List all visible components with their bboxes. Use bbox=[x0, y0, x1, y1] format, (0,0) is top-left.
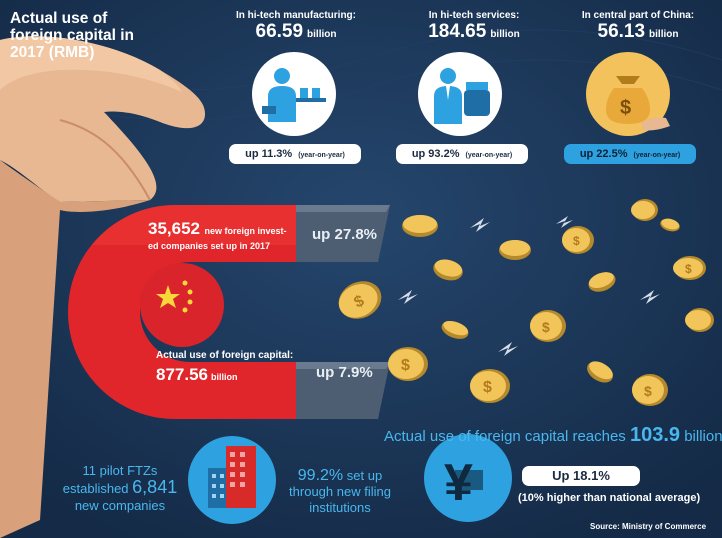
reach-line: Actual use of foreign capital reaches 10… bbox=[384, 424, 722, 447]
spark-icons bbox=[398, 216, 660, 356]
reach-value: 103.9 bbox=[629, 424, 681, 446]
stat-unit: billion bbox=[490, 29, 520, 40]
stat-label: In hi-tech manufacturing: bbox=[236, 10, 356, 21]
companies-change: up 27.8% bbox=[312, 226, 378, 243]
stat-unit: billion bbox=[307, 29, 337, 40]
change-text: up 11.3% bbox=[245, 148, 293, 160]
reach-change: Up 18.1% bbox=[552, 468, 610, 483]
filing-line2: through new filing bbox=[289, 484, 391, 499]
filing-line3: institutions bbox=[309, 500, 371, 515]
capital-change: up 7.9% bbox=[316, 364, 373, 381]
change-note: (year-on-year) bbox=[633, 152, 681, 159]
factory-worker-icon bbox=[252, 52, 336, 136]
coin-icons: $ $ $ $ $ $ $ bbox=[338, 199, 714, 406]
ftz-line3: new companies bbox=[74, 498, 166, 513]
svg-text:$: $ bbox=[542, 319, 550, 335]
filing-block: 99.2% set up through new filing institut… bbox=[280, 468, 400, 516]
stat-central-china: In central part of China: 56.13 billion bbox=[558, 10, 718, 43]
companies-text-2: ed companies set up in 2017 bbox=[148, 241, 271, 251]
money-bag-icon: $ bbox=[586, 52, 670, 136]
reach-unit: billion bbox=[684, 428, 722, 445]
svg-text:$: $ bbox=[644, 383, 652, 399]
page-title: Actual use of foreign capital in 2017 (R… bbox=[10, 10, 135, 61]
stat-hitech-manufacturing: In hi-tech manufacturing: 66.59 billion bbox=[216, 10, 376, 43]
reach-text: Actual use of foreign capital reaches bbox=[384, 428, 626, 445]
title-box: Actual use of foreign capital in 2017 (R… bbox=[0, 4, 168, 67]
capital-block: Actual use of foreign capital: 877.56 bil… bbox=[156, 350, 306, 385]
stat-hitech-services: In hi-tech services: 184.65 billion bbox=[394, 10, 554, 43]
svg-text:$: $ bbox=[620, 97, 631, 119]
svg-text:$: $ bbox=[401, 357, 410, 374]
stat-change-pill: up 11.3% (year-on-year) bbox=[229, 144, 361, 164]
china-flag-icon bbox=[140, 263, 224, 347]
ftz-line2: established bbox=[62, 481, 129, 496]
svg-text:$: $ bbox=[573, 234, 580, 248]
capital-unit: billion bbox=[211, 372, 238, 382]
ftz-line1: 11 pilot FTZs bbox=[82, 463, 158, 478]
capital-value: 877.56 bbox=[156, 365, 208, 384]
reach-note: (10% higher than national average) bbox=[518, 492, 701, 504]
svg-text:$: $ bbox=[685, 262, 692, 276]
reach-change-pill: Up 18.1% bbox=[522, 466, 640, 486]
stat-label: In hi-tech services: bbox=[428, 10, 520, 21]
companies-number: 35,652 bbox=[148, 219, 200, 238]
ftz-number: 6,841 bbox=[132, 477, 178, 497]
stat-unit: billion bbox=[649, 29, 679, 40]
change-text: up 22.5% bbox=[579, 148, 628, 160]
ftz-block: 11 pilot FTZs established 6,841 new comp… bbox=[40, 462, 200, 514]
stat-value: 56.13 bbox=[597, 21, 646, 42]
stat-change-pill: up 22.5% (year-on-year) bbox=[564, 144, 696, 164]
companies-text-1: new foreign invest- bbox=[204, 226, 287, 236]
change-note: (year-on-year) bbox=[465, 152, 513, 159]
stat-value: 66.59 bbox=[255, 21, 304, 42]
filing-line1: set up bbox=[346, 468, 383, 483]
yuan-hand-icon: ¥ bbox=[424, 434, 512, 522]
stat-label: In central part of China: bbox=[581, 10, 695, 21]
capital-label: Actual use of foreign capital: bbox=[156, 350, 294, 361]
buildings-icon bbox=[188, 436, 276, 524]
hand-illustration bbox=[0, 36, 206, 538]
companies-block: 35,652 new foreign invest- ed companies … bbox=[148, 219, 298, 253]
businessman-money-icon bbox=[418, 52, 502, 136]
magnet-illustration bbox=[68, 205, 390, 419]
change-note: (year-on-year) bbox=[298, 152, 345, 159]
change-text: up 93.2% bbox=[411, 148, 460, 160]
stat-change-pill: up 93.2% (year-on-year) bbox=[396, 144, 528, 164]
filing-percent: 99.2% bbox=[297, 467, 344, 484]
svg-text:$: $ bbox=[483, 379, 492, 396]
source-note: Source: Ministry of Commerce bbox=[590, 522, 707, 531]
stat-value: 184.65 bbox=[428, 21, 487, 42]
